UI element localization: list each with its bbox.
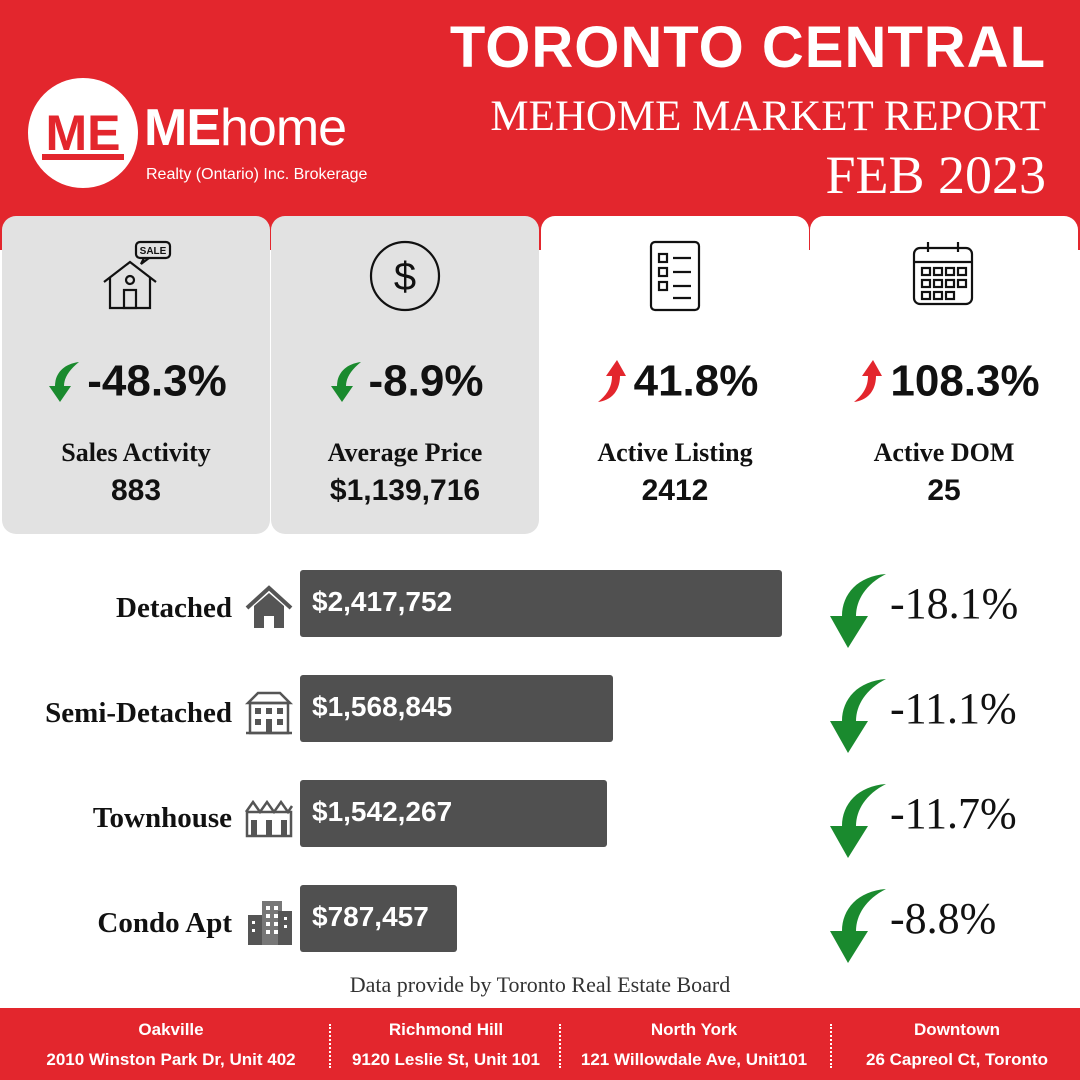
office-address: 2010 Winston Park Dr, Unit 402 bbox=[46, 1050, 296, 1069]
page-title: TORONTO CENTRAL bbox=[449, 15, 1046, 80]
dollar-icon: $ bbox=[365, 236, 445, 316]
card-change: -8.9% bbox=[271, 354, 539, 414]
property-label: Condo Apt bbox=[97, 907, 232, 939]
semi-detached-icon bbox=[244, 691, 294, 735]
logo-name-light: home bbox=[220, 99, 347, 157]
property-change: -11.7% bbox=[890, 789, 1017, 838]
property-row-detached: Detached $2,417,752 -18.1% bbox=[0, 570, 1080, 670]
card-label: Active DOM bbox=[873, 438, 1015, 467]
logo-name: MEhome bbox=[144, 98, 347, 158]
price-bar-label: $1,542,267 bbox=[312, 796, 453, 827]
checklist-icon bbox=[635, 236, 715, 316]
card-change: -48.3% bbox=[2, 354, 270, 414]
down-arrow-icon bbox=[830, 574, 886, 648]
property-row-townhouse: Townhouse $1,542,267 -11.7% bbox=[0, 780, 1080, 880]
townhouse-icon bbox=[244, 799, 294, 838]
stat-card-sales-activity: SALE -48.3% Sales Activity 883 bbox=[2, 216, 270, 534]
card-value: 25 bbox=[927, 474, 961, 507]
stat-card-average-price: $ -8.9% Average Price $1,139,716 bbox=[271, 216, 539, 534]
down-arrow-icon bbox=[330, 362, 361, 403]
logo-mark: ME bbox=[28, 78, 138, 188]
price-bar-label: $2,417,752 bbox=[312, 586, 453, 617]
header-banner: ME MEhome Realty (Ontario) Inc. Brokerag… bbox=[0, 0, 1080, 250]
brand-logo: ME MEhome Realty (Ontario) Inc. Brokerag… bbox=[28, 78, 388, 198]
data-source-note: Data provide by Toronto Real Estate Boar… bbox=[349, 972, 731, 997]
property-change: -8.8% bbox=[890, 894, 997, 943]
property-change: -18.1% bbox=[890, 579, 1019, 628]
up-arrow-icon bbox=[597, 360, 626, 403]
office-downtown: Downtown 26 Capreol Ct, Toronto bbox=[836, 1008, 1078, 1080]
card-value: 2412 bbox=[641, 474, 709, 507]
change-value: 41.8% bbox=[633, 356, 759, 406]
logo-subtitle: Realty (Ontario) Inc. Brokerage bbox=[146, 166, 368, 183]
price-bar: $1,568,845 bbox=[300, 675, 613, 742]
card-value: $1,139,716 bbox=[329, 474, 481, 507]
report-date: FEB 2023 bbox=[825, 145, 1046, 205]
calendar-icon bbox=[904, 236, 984, 316]
down-arrow-icon bbox=[830, 784, 886, 858]
card-value: 883 bbox=[110, 474, 162, 507]
down-arrow-icon bbox=[830, 889, 886, 963]
property-row-semi-detached: Semi-Detached $1,568,845 -11.1% bbox=[0, 675, 1080, 775]
office-name: Downtown bbox=[914, 1020, 1000, 1039]
logo-name-bold: ME bbox=[144, 99, 221, 157]
office-name: Richmond Hill bbox=[388, 1020, 504, 1039]
logo-mark-letters: ME bbox=[46, 105, 121, 161]
property-row-condo-apt: Condo Apt $787,457 -8.8% bbox=[0, 885, 1080, 985]
price-bar: $1,542,267 bbox=[300, 780, 607, 847]
office-address: 9120 Leslie St, Unit 101 bbox=[351, 1050, 541, 1069]
property-change: -11.1% bbox=[890, 684, 1017, 733]
sale-house-icon: SALE bbox=[96, 236, 176, 316]
card-change: 108.3% bbox=[810, 354, 1078, 414]
office-oakville: Oakville 2010 Winston Park Dr, Unit 402 bbox=[22, 1008, 320, 1080]
property-label: Townhouse bbox=[92, 802, 232, 834]
office-name: North York bbox=[650, 1020, 738, 1039]
office-address: 26 Capreol Ct, Toronto bbox=[866, 1050, 1048, 1069]
detached-house-icon bbox=[245, 585, 293, 628]
up-arrow-icon bbox=[854, 360, 883, 403]
card-label: Active Listing bbox=[597, 438, 753, 467]
card-label: Sales Activity bbox=[61, 438, 211, 467]
card-change: 41.8% bbox=[541, 354, 809, 414]
change-value: -8.9% bbox=[368, 356, 484, 406]
change-value: -48.3% bbox=[87, 356, 227, 406]
change-value: 108.3% bbox=[890, 356, 1040, 406]
footer-divider bbox=[830, 1024, 832, 1068]
price-bar: $787,457 bbox=[300, 885, 457, 952]
office-address: 121 Willowdale Ave, Unit101 bbox=[580, 1050, 808, 1069]
property-label: Detached bbox=[116, 592, 232, 624]
office-north-york: North York 121 Willowdale Ave, Unit101 bbox=[566, 1008, 822, 1080]
price-bar: $2,417,752 bbox=[300, 570, 782, 637]
price-bar-label: $1,568,845 bbox=[312, 691, 453, 722]
stat-card-active-listing: 41.8% Active Listing 2412 bbox=[541, 216, 809, 507]
svg-text:SALE: SALE bbox=[140, 246, 167, 257]
down-arrow-icon bbox=[49, 362, 80, 403]
condo-building-icon bbox=[248, 901, 292, 945]
price-bar-label: $787,457 bbox=[312, 901, 429, 932]
card-label: Average Price bbox=[327, 438, 483, 467]
office-richmond-hill: Richmond Hill 9120 Leslie St, Unit 101 bbox=[336, 1008, 556, 1080]
property-label: Semi-Detached bbox=[45, 697, 232, 729]
stat-card-active-dom: 108.3% Active DOM 25 bbox=[810, 216, 1078, 507]
report-title: MEHOME MARKET REPORT bbox=[490, 93, 1046, 140]
svg-text:$: $ bbox=[394, 255, 416, 299]
footer-offices: Oakville 2010 Winston Park Dr, Unit 402 … bbox=[0, 1008, 1080, 1080]
down-arrow-icon bbox=[830, 679, 886, 753]
footer-divider bbox=[329, 1024, 331, 1068]
office-name: Oakville bbox=[138, 1020, 204, 1039]
footer-divider bbox=[559, 1024, 561, 1068]
